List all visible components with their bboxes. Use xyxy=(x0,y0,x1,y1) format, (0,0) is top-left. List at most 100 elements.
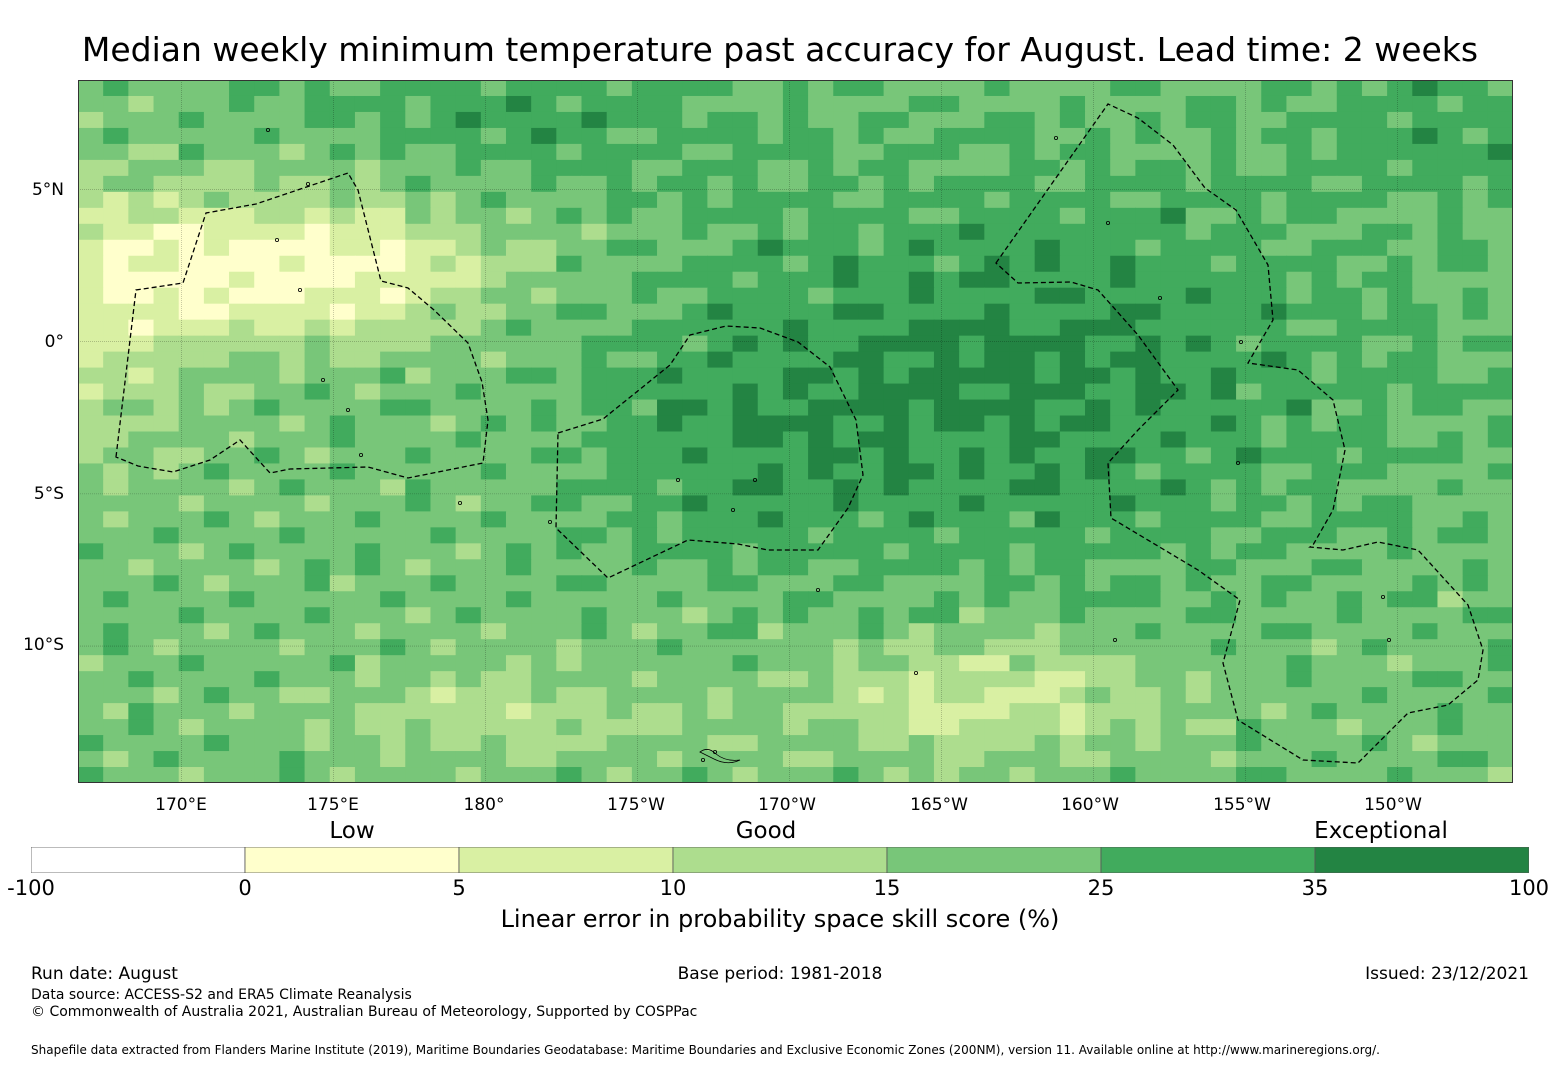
grid-cell xyxy=(1110,751,1136,768)
grid-cell xyxy=(1160,223,1187,241)
grid-cell xyxy=(682,303,708,321)
colorbar-tick: 100 xyxy=(1508,876,1550,900)
grid-cell xyxy=(1336,127,1363,145)
grid-cell xyxy=(354,527,381,544)
grid-cell xyxy=(505,623,532,640)
grid-cell xyxy=(1034,703,1061,720)
grid-cell xyxy=(984,607,1011,624)
grid-cell xyxy=(732,303,759,321)
grid-cell xyxy=(1009,175,1036,193)
grid-cell xyxy=(153,527,180,544)
grid-cell xyxy=(405,111,432,129)
grid-cell xyxy=(304,303,331,321)
grid-cell xyxy=(858,655,885,672)
grid-cell xyxy=(103,687,129,704)
grid-cell xyxy=(1462,575,1489,592)
grid-cell xyxy=(279,175,306,193)
grid-cell xyxy=(254,495,281,512)
grid-cell xyxy=(984,687,1011,704)
grid-cell xyxy=(229,735,255,752)
grid-cell xyxy=(203,335,230,353)
grid-cell xyxy=(1135,191,1162,209)
grid-cell xyxy=(430,303,457,321)
grid-cell xyxy=(329,383,356,401)
grid-cell xyxy=(732,623,759,640)
grid-cell xyxy=(808,351,834,369)
grid-cell xyxy=(1160,591,1187,608)
grid-cell xyxy=(1437,511,1464,528)
grid-cell xyxy=(1210,543,1237,560)
island xyxy=(320,377,325,382)
grid-cell xyxy=(1185,623,1212,640)
grid-cell xyxy=(229,319,255,337)
grid-cell xyxy=(1462,607,1489,624)
grid-cell xyxy=(581,175,608,193)
grid-cell xyxy=(430,735,457,752)
lon-label-170e: 170°E xyxy=(155,795,207,815)
grid-cell xyxy=(480,527,507,544)
grid-cell xyxy=(757,191,784,209)
grid-cell xyxy=(1437,431,1464,449)
grid-cell xyxy=(1412,575,1439,592)
grid-cell xyxy=(1286,687,1313,704)
grid-cell xyxy=(581,527,608,544)
grid-cell xyxy=(203,207,230,225)
grid-cell xyxy=(128,527,155,544)
grid-cell xyxy=(581,367,608,385)
grid-cell xyxy=(455,80,482,97)
grid-cell xyxy=(959,703,985,720)
grid-cell xyxy=(1236,95,1262,113)
grid-cell xyxy=(556,495,583,512)
grid-cell xyxy=(103,191,129,209)
grid-cell xyxy=(707,575,734,592)
grid-cell xyxy=(631,575,658,592)
category-low: Low xyxy=(329,818,375,844)
grid-cell xyxy=(556,255,583,273)
grid-cell xyxy=(304,271,331,289)
grid-cell xyxy=(858,751,885,768)
grid-cell xyxy=(833,479,860,497)
grid-cell xyxy=(1034,175,1061,193)
grid-cell xyxy=(631,239,658,257)
grid-cell xyxy=(1034,207,1061,225)
colorbar-tick: 25 xyxy=(1087,876,1115,900)
grid-cell xyxy=(581,463,608,481)
grid-cell xyxy=(279,767,306,783)
grid-cell xyxy=(103,223,129,241)
grid-cell xyxy=(1412,559,1439,576)
grid-cell xyxy=(254,431,281,449)
grid-cell xyxy=(1286,319,1313,337)
grid-cell xyxy=(808,431,834,449)
grid-cell xyxy=(833,303,860,321)
grid-cell xyxy=(1387,463,1413,481)
grid-cell xyxy=(1085,751,1111,768)
grid-cell xyxy=(682,559,708,576)
grid-cell xyxy=(1009,287,1036,305)
grid-cell xyxy=(178,351,205,369)
grid-cell xyxy=(933,687,960,704)
grid-cell xyxy=(531,479,557,497)
grid-cell xyxy=(153,239,180,257)
grid-cell xyxy=(1135,607,1162,624)
grid-cell xyxy=(254,80,281,97)
grid-cell xyxy=(581,591,608,608)
grid-cell xyxy=(480,543,507,560)
grid-cell xyxy=(329,767,356,783)
grid-cell xyxy=(128,207,155,225)
grid-cell xyxy=(1361,767,1388,783)
grid-cell xyxy=(933,623,960,640)
grid-cell xyxy=(1034,671,1061,688)
grid-cell xyxy=(203,127,230,145)
grid-cell xyxy=(631,175,658,193)
grid-cell xyxy=(430,127,457,145)
grid-cell xyxy=(1286,223,1313,241)
grid-cell xyxy=(657,415,683,433)
grid-cell xyxy=(833,143,860,161)
grid-cell xyxy=(505,543,532,560)
grid-cell xyxy=(1135,767,1162,783)
grid-cell xyxy=(1336,543,1363,560)
grid-cell xyxy=(782,639,809,656)
grid-cell xyxy=(1236,479,1262,497)
grid-cell xyxy=(707,255,734,273)
grid-cell xyxy=(531,255,557,273)
